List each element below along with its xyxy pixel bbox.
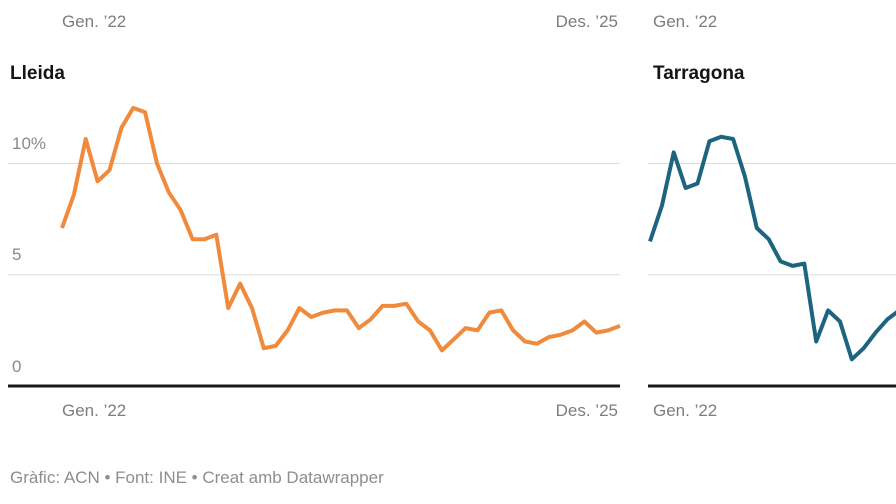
x-axis-bottom-end-label-lleida: Des. ’25 bbox=[555, 401, 618, 420]
lleida-line bbox=[60, 105, 621, 353]
x-axis-bottom-start-label-tarragona: Gen. ’22 bbox=[653, 401, 718, 420]
y-tick-5: 5 bbox=[12, 245, 22, 264]
x-axis-bottom-start-label-lleida: Gen. ’22 bbox=[62, 401, 127, 420]
chart-credit-footer: Gràfic: ACN • Font: INE • Creat amb Data… bbox=[10, 468, 384, 487]
tarragona-line bbox=[648, 134, 896, 362]
x-axis-top-start-label-lleida: Gen. ’22 bbox=[62, 12, 127, 31]
panel-title-lleida: Lleida bbox=[10, 63, 65, 84]
y-tick-10pct: 10% bbox=[12, 134, 47, 153]
x-axis-top-end-label-lleida: Des. ’25 bbox=[555, 12, 618, 31]
panel-title-tarragona: Tarragona bbox=[653, 63, 745, 84]
x-axis-top-start-label-tarragona: Gen. ’22 bbox=[653, 12, 718, 31]
y-tick-0: 0 bbox=[12, 357, 22, 376]
